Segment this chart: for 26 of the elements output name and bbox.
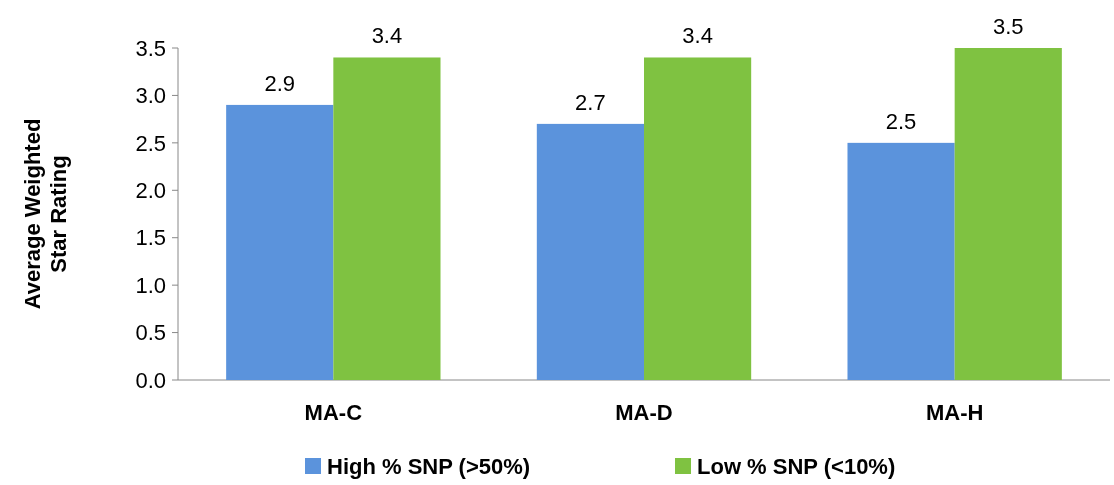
data-label: 3.4 <box>682 23 713 49</box>
legend-label: High % SNP (>50%) <box>327 453 531 479</box>
data-label: 2.5 <box>885 108 917 134</box>
x-tick-label: MA-D <box>615 400 673 425</box>
x-tick-label: MA-C <box>304 400 363 425</box>
data-label: 2.7 <box>575 89 606 115</box>
legend-label: Low % SNP (<10%) <box>697 453 896 479</box>
y-tick-label: 2.5 <box>135 130 166 156</box>
data-label: 2.9 <box>264 70 296 96</box>
y-tick-label: 1.0 <box>135 272 166 298</box>
bar <box>847 142 955 380</box>
y-axis-title: Average Weighted Star Rating <box>20 118 71 310</box>
x-tick-label: MA-H <box>925 400 984 425</box>
y-tick-label: 1.5 <box>135 225 166 251</box>
bar <box>333 57 441 380</box>
y-tick-label: 0.5 <box>135 320 166 346</box>
y-tick-label: 3.0 <box>135 83 166 109</box>
bar <box>536 123 644 380</box>
bar <box>226 104 334 380</box>
data-label: 3.4 <box>371 23 403 49</box>
bar <box>644 57 752 380</box>
data-label: 3.5 <box>992 14 1024 39</box>
bar <box>954 48 1062 380</box>
y-tick-label: 3.5 <box>135 35 166 61</box>
y-tick-label: 0.0 <box>135 367 166 393</box>
y-tick-label: 2.0 <box>135 177 166 203</box>
